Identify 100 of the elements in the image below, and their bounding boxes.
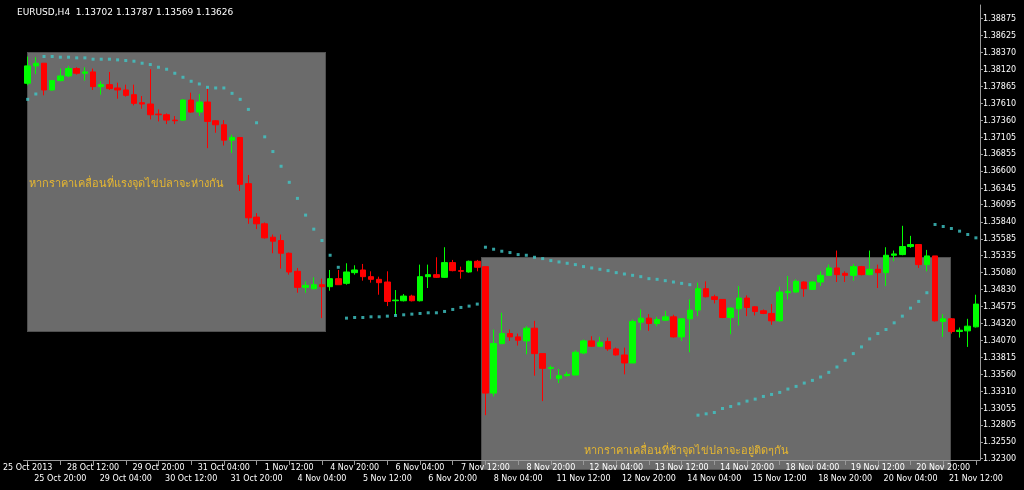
candlestick	[458, 266, 464, 280]
x-tick-label: 31 Oct 20:00	[230, 473, 283, 483]
x-tick-label: 5 Nov 12:00	[362, 473, 412, 483]
candlestick	[727, 306, 734, 335]
candlestick	[139, 95, 145, 110]
candlestick	[752, 305, 758, 316]
y-tick-label: 1.34320	[983, 319, 1017, 328]
candlestick	[376, 276, 382, 296]
candlestick	[948, 317, 955, 335]
candlestick	[695, 282, 701, 317]
x-tick-label: 1 Nov 12:00	[264, 462, 314, 472]
y-tick-label: 1.32805	[983, 420, 1017, 430]
candlestick	[850, 263, 857, 282]
candlestick	[703, 280, 709, 298]
y-tick-label: 1.33055	[983, 403, 1017, 413]
x-tick-label: 31 Oct 04:00	[197, 462, 250, 472]
candlestick	[638, 308, 644, 331]
candlestick	[785, 275, 791, 300]
y-tick-label: 1.38875	[983, 14, 1017, 24]
candlestick	[360, 263, 366, 282]
y-tick-label: 1.36855	[983, 149, 1017, 159]
candlestick	[24, 56, 31, 86]
candlestick	[736, 285, 742, 327]
candlestick	[687, 298, 693, 353]
candlestick	[883, 246, 889, 287]
candlestick	[384, 270, 391, 307]
x-tick-label: 21 Nov 12:00	[948, 473, 1003, 483]
candlestick	[515, 333, 521, 347]
x-tick-label: 6 Nov 04:00	[395, 462, 445, 472]
candlestick	[670, 314, 677, 339]
y-tick-label: 1.33815	[983, 352, 1017, 362]
candlestick	[466, 260, 472, 274]
candlestick	[441, 246, 448, 279]
candlestick	[924, 249, 930, 272]
candlestick	[776, 286, 783, 322]
candlestick	[229, 134, 235, 154]
y-tick-label: 1.35080	[983, 268, 1017, 278]
candlestick	[98, 80, 104, 96]
y-tick-label: 1.37610	[983, 98, 1017, 108]
candlestick	[294, 267, 301, 294]
candlestick	[270, 234, 276, 254]
candlestick	[286, 252, 292, 276]
candlestick	[744, 294, 750, 317]
y-tick-label: 1.37105	[983, 132, 1017, 142]
y-tick-label: 1.34070	[983, 335, 1017, 345]
candlestick	[90, 68, 96, 91]
y-tick-label: 1.34830	[983, 284, 1017, 294]
candlestick	[801, 280, 807, 298]
candlestick	[449, 259, 456, 272]
candlestick	[409, 294, 415, 302]
x-tick-label: 6 Nov 20:00	[428, 473, 478, 483]
candlestick	[597, 336, 603, 348]
candlestick	[932, 255, 938, 322]
candlestick	[507, 329, 513, 342]
x-tick-label: 30 Oct 12:00	[165, 473, 218, 483]
x-tick-label: 25 Oct 20:00	[34, 473, 87, 483]
y-tick-label: 1.35840	[983, 217, 1017, 227]
x-tick-label: 18 Nov 20:00	[818, 473, 873, 483]
candlestick	[490, 329, 497, 397]
x-tick-label: 20 Nov 20:00	[916, 462, 971, 472]
y-tick-label: 1.35585	[983, 234, 1017, 244]
candlestick	[564, 371, 570, 377]
candlestick	[425, 264, 431, 289]
candlestick	[180, 98, 186, 122]
candlestick	[302, 280, 309, 294]
x-tick-label: 28 Oct 12:00	[66, 462, 120, 472]
candlestick	[891, 250, 897, 262]
x-tick-label: 14 Nov 04:00	[687, 473, 742, 483]
candlestick	[237, 136, 243, 192]
candlestick	[858, 265, 865, 276]
candlestick	[866, 250, 873, 276]
y-tick-label: 1.35335	[983, 251, 1017, 261]
y-tick-label: 1.36095	[983, 200, 1017, 210]
x-tick-label: 7 Nov 12:00	[461, 462, 510, 472]
candlestick	[417, 264, 423, 302]
y-tick-label: 1.37360	[983, 115, 1017, 125]
candlestick	[588, 335, 595, 348]
candlestick	[41, 62, 47, 96]
candlestick	[629, 318, 636, 364]
candlestick	[940, 313, 946, 338]
candlestick	[33, 56, 39, 75]
candlestick	[311, 276, 317, 290]
x-tick-label: 29 Oct 20:00	[132, 462, 185, 472]
candlestick	[221, 119, 227, 147]
candlestick	[327, 269, 333, 292]
chart-title: EURUSD,H4 1.13702 1.13787 1.13569 1.13626	[17, 6, 234, 17]
x-tick-label: 4 Nov 04:00	[297, 473, 347, 483]
candlestick	[654, 316, 660, 327]
annotation: หากราคาเคลื่อนที่ช้าจุดไข่ปลาจะอยู่ติดๆกัน	[583, 441, 789, 457]
candlestick	[875, 264, 881, 289]
x-tick-label: 8 Nov 04:00	[493, 473, 543, 483]
candlestick	[131, 84, 137, 106]
candlestick	[605, 337, 611, 352]
candlestick	[793, 278, 799, 294]
candlestick	[335, 269, 342, 286]
x-tick-label: 13 Nov 12:00	[654, 462, 709, 472]
y-tick-label: 1.38120	[983, 64, 1017, 74]
candlestick	[548, 365, 554, 380]
candlestick	[678, 317, 685, 342]
y-tick-label: 1.36345	[983, 183, 1017, 193]
